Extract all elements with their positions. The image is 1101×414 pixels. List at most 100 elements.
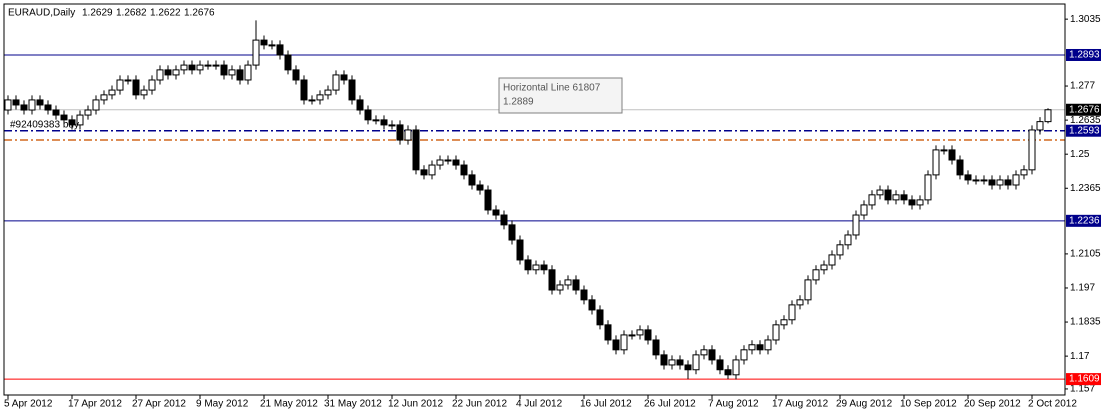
candle-body — [892, 194, 900, 201]
candle-body — [852, 214, 860, 236]
candle-body — [684, 364, 692, 371]
candle-body — [4, 99, 12, 111]
tooltip-box — [498, 77, 623, 114]
candle-body — [156, 69, 164, 81]
candle-body — [860, 204, 868, 216]
candle-body — [868, 194, 876, 206]
candle-body — [252, 39, 260, 66]
candle-body — [980, 179, 988, 182]
candle-body — [932, 149, 940, 176]
x-tick-label: 17 Aug 2012 — [772, 399, 829, 410]
y-tick-label: 1.3035 — [1070, 14, 1101, 25]
candle-body — [348, 79, 356, 101]
y-tick-label: 1.17 — [1070, 351, 1090, 362]
candle-body — [796, 299, 804, 306]
candle-body — [204, 64, 212, 67]
candle-body — [412, 129, 420, 171]
candle-body — [244, 64, 252, 81]
candle-body — [316, 94, 324, 101]
candle-body — [876, 189, 884, 196]
level-price-box — [1066, 214, 1101, 227]
candle-body — [548, 269, 556, 291]
candle-body — [460, 164, 468, 176]
y-tick-label: 1.25 — [1070, 149, 1090, 160]
candle-body — [68, 119, 76, 126]
candle-body — [396, 124, 404, 141]
tooltip-value: 1.2889 — [503, 97, 534, 108]
candle-body — [1044, 109, 1052, 123]
candle-body — [52, 109, 60, 116]
candle-body — [716, 359, 724, 371]
candle-body — [572, 279, 580, 291]
level-price-label: 1.1609 — [1069, 374, 1100, 385]
candle-body — [76, 114, 84, 126]
candle-body — [676, 359, 684, 366]
candle-body — [164, 69, 172, 76]
candle-body — [100, 94, 108, 101]
x-tick-label: 26 Jul 2012 — [644, 399, 696, 410]
candle-body — [308, 99, 316, 102]
plot-frame — [3, 3, 1066, 396]
y-tick-label: 1.2105 — [1070, 249, 1101, 260]
candle-body — [124, 79, 132, 82]
candle-body — [172, 69, 180, 76]
candle-body — [148, 79, 156, 91]
candle-body — [428, 164, 436, 176]
candle-body — [820, 264, 828, 271]
candle-body — [956, 159, 964, 176]
candle-body — [628, 334, 636, 337]
level-price-box — [1066, 124, 1101, 137]
x-tick-label: 2 Oct 2012 — [1028, 399, 1077, 410]
candle-body — [420, 169, 428, 176]
x-tick-label: 27 Apr 2012 — [132, 399, 186, 410]
candle-body — [940, 149, 948, 152]
candle-body — [284, 54, 292, 71]
header-open: 1.2629 — [82, 8, 113, 19]
candle-body — [564, 279, 572, 286]
candle-body — [668, 359, 676, 366]
candle-body — [492, 209, 500, 216]
candle-body — [1020, 169, 1028, 176]
candle-body — [1028, 129, 1036, 171]
candle-body — [196, 64, 204, 71]
candle-body — [60, 114, 68, 121]
candle-body — [756, 344, 764, 351]
x-tick-label: 17 Apr 2012 — [68, 399, 122, 410]
candle-body — [332, 74, 340, 91]
x-tick-label: 20 Sep 2012 — [964, 399, 1021, 410]
candle-body — [188, 64, 196, 71]
candle-body — [364, 109, 372, 121]
y-tick-label: 1.277 — [1070, 81, 1095, 92]
candle-body — [508, 224, 516, 241]
candle-body — [900, 194, 908, 201]
candle-body — [300, 79, 308, 101]
candle-body — [884, 189, 892, 201]
candle-body — [772, 324, 780, 341]
candle-body — [372, 119, 380, 122]
candle-body — [556, 284, 564, 291]
candle-body — [788, 304, 796, 321]
candle-body — [516, 239, 524, 261]
y-tick-label: 1.197 — [1070, 283, 1095, 294]
candle-body — [132, 79, 140, 96]
candle-body — [532, 264, 540, 271]
header-low: 1.2622 — [150, 8, 181, 19]
candle-body — [388, 124, 396, 127]
x-tick-label: 9 May 2012 — [196, 399, 249, 410]
candle-body — [324, 89, 332, 96]
candle-body — [228, 69, 236, 76]
candle-body — [740, 349, 748, 361]
x-tick-label: 12 Jun 2012 — [388, 399, 443, 410]
candle-body — [780, 319, 788, 326]
candle-body — [1012, 174, 1020, 186]
x-tick-label: 5 Apr 2012 — [4, 399, 53, 410]
candle-body — [484, 189, 492, 211]
candle-body — [404, 129, 412, 141]
chart-title: EURAUD,Daily — [8, 8, 75, 19]
candle-body — [260, 39, 268, 46]
candle-body — [636, 329, 644, 336]
candle-body — [212, 64, 220, 67]
candle-body — [948, 149, 956, 161]
candle-body — [468, 174, 476, 186]
candle-body — [700, 349, 708, 356]
